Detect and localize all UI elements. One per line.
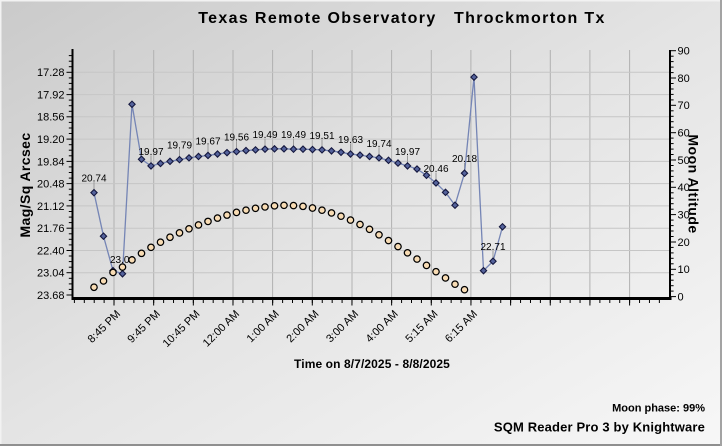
svg-text:19.56: 19.56 (224, 133, 249, 144)
svg-text:22.71: 22.71 (480, 242, 505, 253)
svg-text:19.97: 19.97 (395, 147, 420, 158)
svg-text:19.20: 19.20 (37, 134, 65, 146)
svg-text:19.63: 19.63 (338, 135, 363, 146)
svg-text:20: 20 (678, 237, 690, 249)
svg-text:Texas Remote Observatory Thr: Texas Remote Observatory Throckmorton Tx (198, 10, 606, 27)
svg-text:19.97: 19.97 (138, 147, 163, 158)
svg-text:21.76: 21.76 (37, 223, 65, 235)
svg-text:19.67: 19.67 (195, 136, 220, 147)
svg-text:23.68: 23.68 (37, 290, 65, 302)
svg-text:23.09: 23.09 (110, 255, 135, 266)
svg-text:20.18: 20.18 (452, 154, 477, 165)
svg-text:20.46: 20.46 (423, 164, 448, 175)
svg-text:30: 30 (678, 210, 690, 222)
svg-text:70: 70 (678, 100, 690, 112)
svg-text:21.12: 21.12 (37, 201, 65, 213)
svg-text:90: 90 (678, 46, 690, 58)
svg-text:19.49: 19.49 (252, 130, 277, 141)
svg-text:18.56: 18.56 (37, 112, 65, 124)
svg-text:17.28: 17.28 (37, 67, 65, 79)
svg-text:50: 50 (678, 155, 690, 167)
svg-text:0: 0 (678, 292, 684, 304)
svg-text:Moon Altitude: Moon Altitude (686, 134, 702, 233)
svg-text:19.84: 19.84 (37, 156, 65, 168)
svg-text:60: 60 (678, 128, 690, 140)
svg-text:Mag/Sq Arcsec: Mag/Sq Arcsec (17, 132, 33, 237)
svg-text:Moon phase: 99%: Moon phase: 99% (612, 403, 705, 415)
svg-text:19.49: 19.49 (281, 130, 306, 141)
svg-text:Time on 8/7/2025 - 8/8/2025: Time on 8/7/2025 - 8/8/2025 (294, 357, 450, 371)
svg-text:SQM Reader Pro 3 by Knightware: SQM Reader Pro 3 by Knightware (494, 420, 705, 435)
svg-text:22.40: 22.40 (37, 245, 65, 257)
svg-text:20.74: 20.74 (81, 174, 106, 185)
svg-text:10: 10 (678, 264, 690, 276)
svg-text:19.74: 19.74 (366, 139, 391, 150)
svg-text:19.79: 19.79 (167, 141, 192, 152)
svg-text:20.48: 20.48 (37, 179, 65, 191)
svg-text:17.92: 17.92 (37, 90, 65, 102)
svg-text:19.51: 19.51 (309, 131, 334, 142)
svg-text:80: 80 (678, 73, 690, 85)
svg-text:40: 40 (678, 182, 690, 194)
svg-text:23.04: 23.04 (37, 268, 65, 280)
